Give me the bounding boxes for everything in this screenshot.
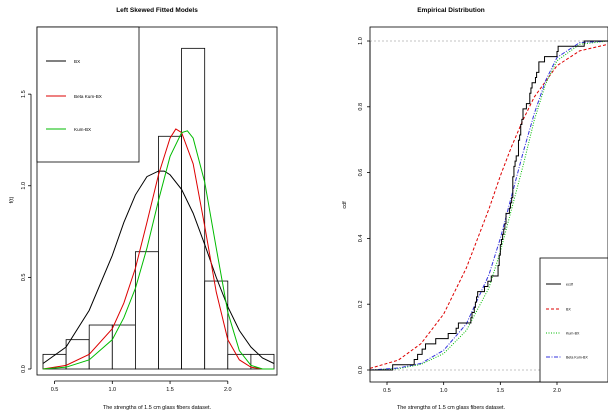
y-tick-label: 0.0: [358, 366, 364, 374]
density-line-beta-kum-bx: [42, 128, 274, 370]
left-chart-legend-box: [36, 26, 140, 163]
histogram-bar: [204, 280, 229, 370]
left-chart-plot-border: [36, 26, 278, 376]
right-chart-cdf-curves: [369, 40, 608, 371]
left-chart-density-curves: [42, 128, 275, 370]
histogram-bar: [181, 47, 206, 370]
y-tick-label: 1.0: [358, 37, 364, 45]
cdf-line-kum-bx: [369, 40, 608, 371]
left-chart-y-axis-label: f(t): [9, 196, 15, 203]
y-tick-label: 1.0: [21, 182, 27, 190]
histogram-bar: [88, 324, 113, 370]
y-tick-label: 0.5: [21, 274, 27, 282]
cdf-line-bx: [369, 43, 608, 369]
legend-label-beta-kum-bx: Beta Kum-BX: [74, 94, 102, 99]
right-chart-y-axis-label: cdf: [342, 201, 348, 209]
y-tick-label: 0.4: [358, 235, 364, 243]
legend-label-beta-kum-bx-cdf: Beta Kum-BX: [566, 356, 588, 360]
left-chart-panel: Left Skewed Fitted Models The strengths …: [9, 7, 278, 411]
histogram-bar: [134, 251, 159, 370]
x-tick-label: 1.5: [497, 388, 505, 394]
density-line-bx: [42, 170, 275, 364]
x-tick-label: 2.0: [553, 388, 561, 394]
left-chart-x-axis-label: The strengths of 1.5 cm glass fibers dat…: [103, 405, 212, 411]
legend-label-bx: BX: [74, 59, 80, 64]
histogram-bar: [65, 339, 90, 370]
y-tick-label: 0.8: [358, 103, 364, 111]
histogram-bar: [111, 324, 136, 370]
x-tick-label: 1.0: [108, 387, 116, 393]
y-tick-label: 0.0: [21, 365, 27, 373]
ecdf-step-line: [370, 40, 608, 371]
y-tick-label: 0.6: [358, 169, 364, 177]
left-chart-histogram-bars: [42, 47, 275, 370]
y-tick-label: 0.2: [358, 300, 364, 308]
right-chart-axes: 0.5 1.0 1.5 2.0 0.0 0.2 0.4 0.6 0.8 1.0: [358, 37, 561, 394]
density-line-kum-bx: [42, 130, 274, 370]
right-chart-x-axis-label: The strengths of 1.5 cm glass fibers dat…: [397, 405, 506, 411]
left-chart-title: Left Skewed Fitted Models: [116, 7, 198, 14]
right-chart-legend-box: [539, 257, 608, 383]
legend-label-bx-cdf: BX: [566, 308, 571, 312]
left-chart-legend: BX Beta Kum-BX Kum-BX: [36, 26, 140, 163]
y-tick-label: 1.5: [21, 90, 27, 98]
left-chart-axes: 0.5 1.0 1.5 2.0 0.0 0.5 1.0 1.5: [21, 90, 232, 393]
right-chart-panel: Empirical Distribution The strengths of …: [342, 7, 608, 411]
x-tick-label: 1.0: [440, 388, 448, 394]
legend-label-kum-bx: Kum-BX: [74, 127, 91, 132]
legend-label-ecdf: ecdf: [566, 283, 573, 287]
right-chart-title: Empirical Distribution: [417, 7, 485, 14]
x-tick-label: 2.0: [224, 387, 232, 393]
x-tick-label: 0.5: [51, 387, 59, 393]
right-chart-legend: ecdf BX Kum-BX Beta Kum-BX: [539, 257, 608, 383]
x-tick-label: 1.5: [166, 387, 174, 393]
x-tick-label: 0.5: [383, 388, 391, 394]
legend-label-kum-bx-cdf: Kum-BX: [566, 332, 580, 336]
